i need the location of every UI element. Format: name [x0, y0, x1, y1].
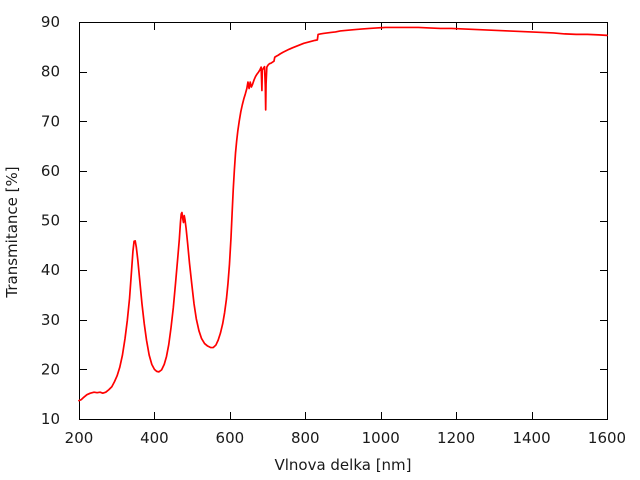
y-tick-label: 20 — [41, 360, 60, 378]
y-tick-label: 10 — [41, 410, 60, 428]
x-tick-label: 400 — [140, 429, 169, 447]
transmittance-curve — [78, 26, 608, 402]
x-tick-label: 600 — [216, 429, 245, 447]
y-tick-label: 30 — [41, 311, 60, 329]
x-tick-label: 1000 — [362, 429, 400, 447]
x-tick-label: 1200 — [437, 429, 475, 447]
y-axis-title: Transmitance [%] — [3, 166, 21, 298]
y-tick-label: 70 — [41, 112, 60, 130]
axis-ticks — [79, 22, 608, 420]
x-tick-labels: 200 400 600 800 1000 1200 1400 1600 — [65, 429, 626, 447]
x-tick-label: 200 — [65, 429, 94, 447]
y-tick-label: 50 — [41, 212, 60, 230]
x-tick-label: 800 — [291, 429, 320, 447]
y-tick-label: 80 — [41, 63, 60, 81]
y-tick-labels: 10 20 30 40 50 60 70 80 90 — [41, 13, 60, 428]
x-tick-label: 1600 — [588, 429, 626, 447]
y-tick-label: 40 — [41, 261, 60, 279]
x-tick-label: 1400 — [512, 429, 550, 447]
plot-border — [79, 22, 608, 420]
y-tick-label: 90 — [41, 13, 60, 31]
y-tick-label: 60 — [41, 162, 60, 180]
x-axis-title: Vlnova delka [nm] — [274, 456, 411, 474]
